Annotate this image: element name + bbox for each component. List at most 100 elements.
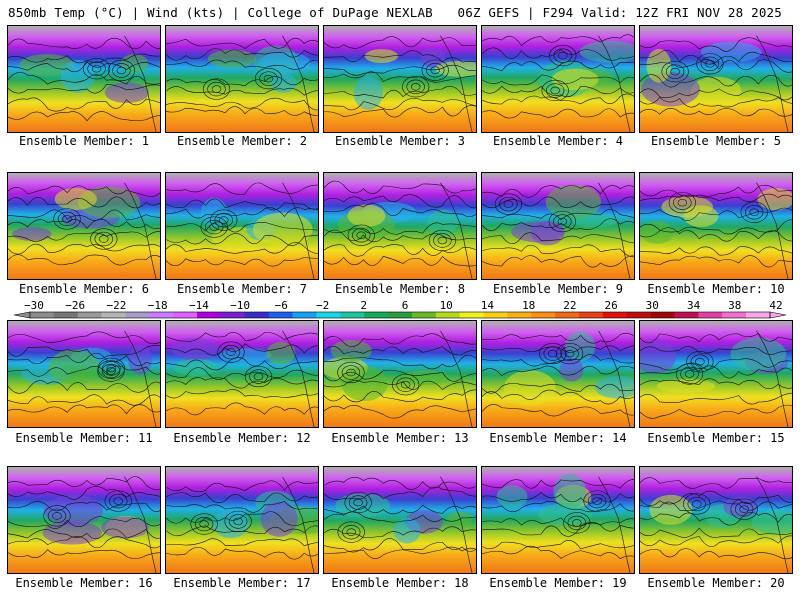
ensemble-map-panel (165, 25, 319, 133)
ensemble-member-label: Ensemble Member: 4 (492, 134, 624, 148)
ensemble-member-label: Ensemble Member: 13 (331, 431, 469, 445)
ensemble-member-label: Ensemble Member: 15 (647, 431, 785, 445)
colorbar-segment (698, 312, 723, 318)
colorbar-tick-label: 42 (769, 299, 782, 312)
chart-title: 850mb Temp (°C) | Wind (kts) | College o… (8, 5, 433, 20)
colorbar-max-arrow (769, 311, 787, 319)
colorbar-segment (244, 312, 270, 318)
temperature-wind-map (166, 173, 318, 279)
ensemble-map-panel (165, 320, 319, 428)
colorbar-segment (220, 312, 246, 318)
colorbar-segment (435, 312, 460, 318)
colorbar-segment (555, 312, 580, 318)
ensemble-member-label: Ensemble Member: 17 (173, 576, 311, 590)
ensemble-member-label: Ensemble Member: 3 (334, 134, 466, 148)
ensemble-member-label: Ensemble Member: 1 (18, 134, 150, 148)
colorbar-segment (674, 312, 699, 318)
ensemble-member-label: Ensemble Member: 9 (492, 282, 624, 296)
colorbar-segment (722, 312, 747, 318)
ensemble-map-panel (323, 320, 477, 428)
ensemble-map-panel (481, 320, 635, 428)
ensemble-member-label: Ensemble Member: 6 (18, 282, 150, 296)
colorbar-tick-label: 14 (481, 299, 495, 312)
valid-time-title: 06Z GEFS | F294 Valid: 12Z FRI NOV 28 20… (457, 5, 782, 20)
colorbar-tick-label: −14 (189, 299, 209, 312)
colorbar-segment (579, 312, 604, 318)
colorbar-tick-label: 18 (522, 299, 535, 312)
temperature-wind-map (324, 26, 476, 132)
colorbar-segment (388, 312, 413, 318)
colorbar-segment (316, 312, 341, 318)
ensemble-map-panel (481, 25, 635, 133)
colorbar-segment (483, 312, 508, 318)
temperature-colorbar: −30 −26 −22 −18 −14 −10 −6 −2 2 6 10 14 18 22 26 30 34 38… (13, 299, 787, 319)
ensemble-map-panel (323, 172, 477, 280)
colorbar-tick-label: 10 (440, 299, 453, 312)
temperature-wind-map (482, 321, 634, 427)
ensemble-map-panel (481, 466, 635, 574)
temperature-wind-map (166, 467, 318, 573)
ensemble-member-label: Ensemble Member: 16 (15, 576, 153, 590)
colorbar-tick-label: 34 (687, 299, 701, 312)
ensemble-map-panel (7, 172, 161, 280)
temperature-wind-map (324, 173, 476, 279)
ensemble-map-panel (639, 25, 793, 133)
ensemble-member-label: Ensemble Member: 11 (15, 431, 153, 445)
colorbar-tick-label: −30 (24, 299, 44, 312)
colorbar-segment (149, 312, 174, 318)
colorbar-segment (340, 312, 365, 318)
colorbar-min-arrow (13, 311, 31, 319)
ensemble-map-panel (481, 172, 635, 280)
temperature-wind-map (8, 26, 160, 132)
ensemble-map-panel (639, 320, 793, 428)
ensemble-member-label: Ensemble Member: 2 (176, 134, 308, 148)
colorbar-tick-label: 38 (728, 299, 741, 312)
ensemble-map-panel (639, 172, 793, 280)
colorbar-segment (101, 312, 126, 318)
colorbar-tick-label: −26 (65, 299, 85, 312)
temperature-wind-map (482, 173, 634, 279)
colorbar-tick-label: 22 (563, 299, 576, 312)
colorbar-tick-label: −6 (275, 299, 288, 312)
temperature-wind-map (640, 467, 792, 573)
temperature-wind-map (640, 26, 792, 132)
temperature-wind-map (8, 321, 160, 427)
colorbar-segment (650, 312, 675, 318)
ensemble-member-label: Ensemble Member: 7 (176, 282, 308, 296)
ensemble-map-panel (323, 25, 477, 133)
temperature-wind-map (8, 173, 160, 279)
ensemble-member-label: Ensemble Member: 14 (489, 431, 627, 445)
colorbar-tick-label: −10 (230, 299, 250, 312)
colorbar-segment (173, 312, 198, 318)
colorbar-segment (507, 312, 532, 318)
colorbar-tick-label: 26 (604, 299, 617, 312)
colorbar-tick-label: −22 (106, 299, 126, 312)
colorbar-tick-label: −18 (148, 299, 168, 312)
ensemble-member-label: Ensemble Member: 20 (647, 576, 785, 590)
colorbar-segment (53, 312, 79, 318)
colorbar-segment (268, 312, 293, 318)
colorbar-segment (459, 312, 484, 318)
temperature-wind-map (482, 467, 634, 573)
colorbar-segment (197, 312, 222, 318)
ensemble-map-panel (323, 466, 477, 574)
temperature-wind-map (324, 321, 476, 427)
ensemble-member-label: Ensemble Member: 10 (647, 282, 785, 296)
ensemble-map-panel (7, 25, 161, 133)
colorbar-segment (364, 312, 389, 318)
colorbar-tick-label: 2 (360, 299, 367, 312)
colorbar-segment (411, 312, 437, 318)
ensemble-map-panel (7, 466, 161, 574)
temperature-wind-map (8, 467, 160, 573)
temperature-wind-map (166, 321, 318, 427)
colorbar-tick-label: 30 (646, 299, 659, 312)
colorbar-tick-label: 6 (402, 299, 409, 312)
colorbar-segment (746, 312, 771, 318)
ensemble-map-panel (165, 466, 319, 574)
colorbar-segment (30, 312, 55, 318)
colorbar-segment (292, 312, 317, 318)
ensemble-member-label: Ensemble Member: 8 (334, 282, 466, 296)
colorbar-segment (602, 312, 628, 318)
ensemble-member-label: Ensemble Member: 5 (650, 134, 782, 148)
temperature-wind-map (640, 321, 792, 427)
